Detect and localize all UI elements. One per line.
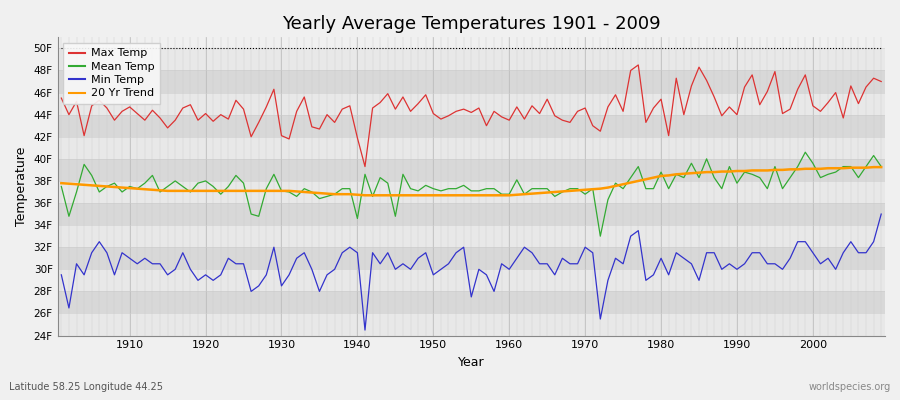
Bar [58,92,885,115]
Legend: Max Temp, Mean Temp, Min Temp, 20 Yr Trend: Max Temp, Mean Temp, Min Temp, 20 Yr Tre… [63,43,160,104]
X-axis label: Year: Year [458,356,484,369]
Text: Latitude 58.25 Longitude 44.25: Latitude 58.25 Longitude 44.25 [9,382,163,392]
Text: worldspecies.org: worldspecies.org [809,382,891,392]
Bar [58,70,885,92]
Bar [58,159,885,181]
Bar [58,314,885,336]
Bar [58,115,885,137]
Bar [58,137,885,159]
Bar [58,269,885,291]
Bar [58,203,885,225]
Bar [58,291,885,314]
Bar [58,225,885,247]
Y-axis label: Temperature: Temperature [15,147,28,226]
Bar [58,181,885,203]
Title: Yearly Average Temperatures 1901 - 2009: Yearly Average Temperatures 1901 - 2009 [282,15,661,33]
Bar [58,48,885,70]
Bar [58,247,885,269]
